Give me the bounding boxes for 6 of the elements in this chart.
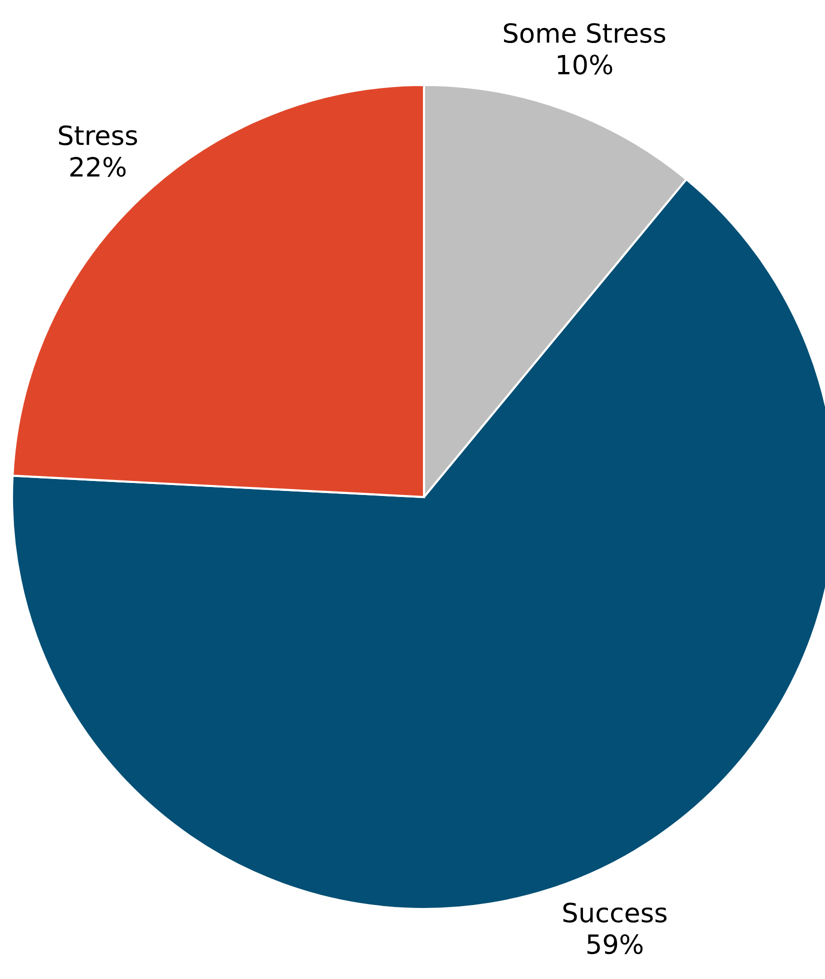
- data-label: 22%: [70, 156, 126, 177]
- data-label: 59%: [587, 934, 643, 954]
- slice-label: Some Stress: [504, 23, 666, 44]
- slice-label: Stress: [58, 125, 138, 146]
- data-label: 10%: [558, 54, 612, 75]
- slice-label: Success: [563, 902, 667, 923]
